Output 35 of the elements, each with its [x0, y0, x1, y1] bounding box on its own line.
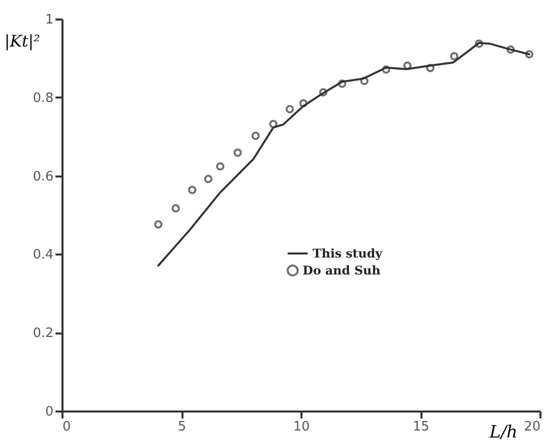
point — [299, 99, 308, 108]
y-tick-label: 0.2 — [32, 326, 54, 342]
y-tick-label: 0.6 — [32, 169, 54, 184]
line-series — [157, 42, 530, 267]
point — [234, 148, 242, 157]
legend-label: Do and Suh — [302, 263, 381, 278]
x-axis-title: L/h — [488, 422, 518, 442]
point — [360, 76, 368, 86]
y-tick-label: 0.8 — [32, 90, 54, 106]
point — [506, 45, 515, 54]
point — [204, 174, 212, 184]
point — [188, 186, 196, 194]
point — [474, 40, 484, 48]
x-tick-label: 20 — [524, 420, 540, 434]
point — [154, 220, 162, 229]
point — [338, 80, 346, 88]
y-tick-label: 0 — [45, 404, 54, 420]
point — [216, 162, 224, 171]
point — [450, 52, 458, 60]
x-tick-label: 10 — [293, 420, 310, 434]
point — [403, 61, 412, 70]
point — [172, 204, 180, 212]
point — [286, 105, 294, 114]
point — [319, 88, 328, 96]
legend-label: This study — [312, 246, 384, 260]
x-tick-label: 0 — [62, 420, 71, 434]
x-tick-label: 15 — [412, 420, 430, 434]
y-tick-label: 0.4 — [32, 248, 54, 263]
y-axis-title: |Kt|² — [4, 32, 40, 50]
point — [251, 132, 260, 140]
x-tick-label: 5 — [178, 420, 186, 434]
point — [426, 64, 434, 72]
point — [382, 65, 390, 74]
y-tick-label: 1 — [45, 12, 54, 28]
point — [269, 120, 278, 128]
